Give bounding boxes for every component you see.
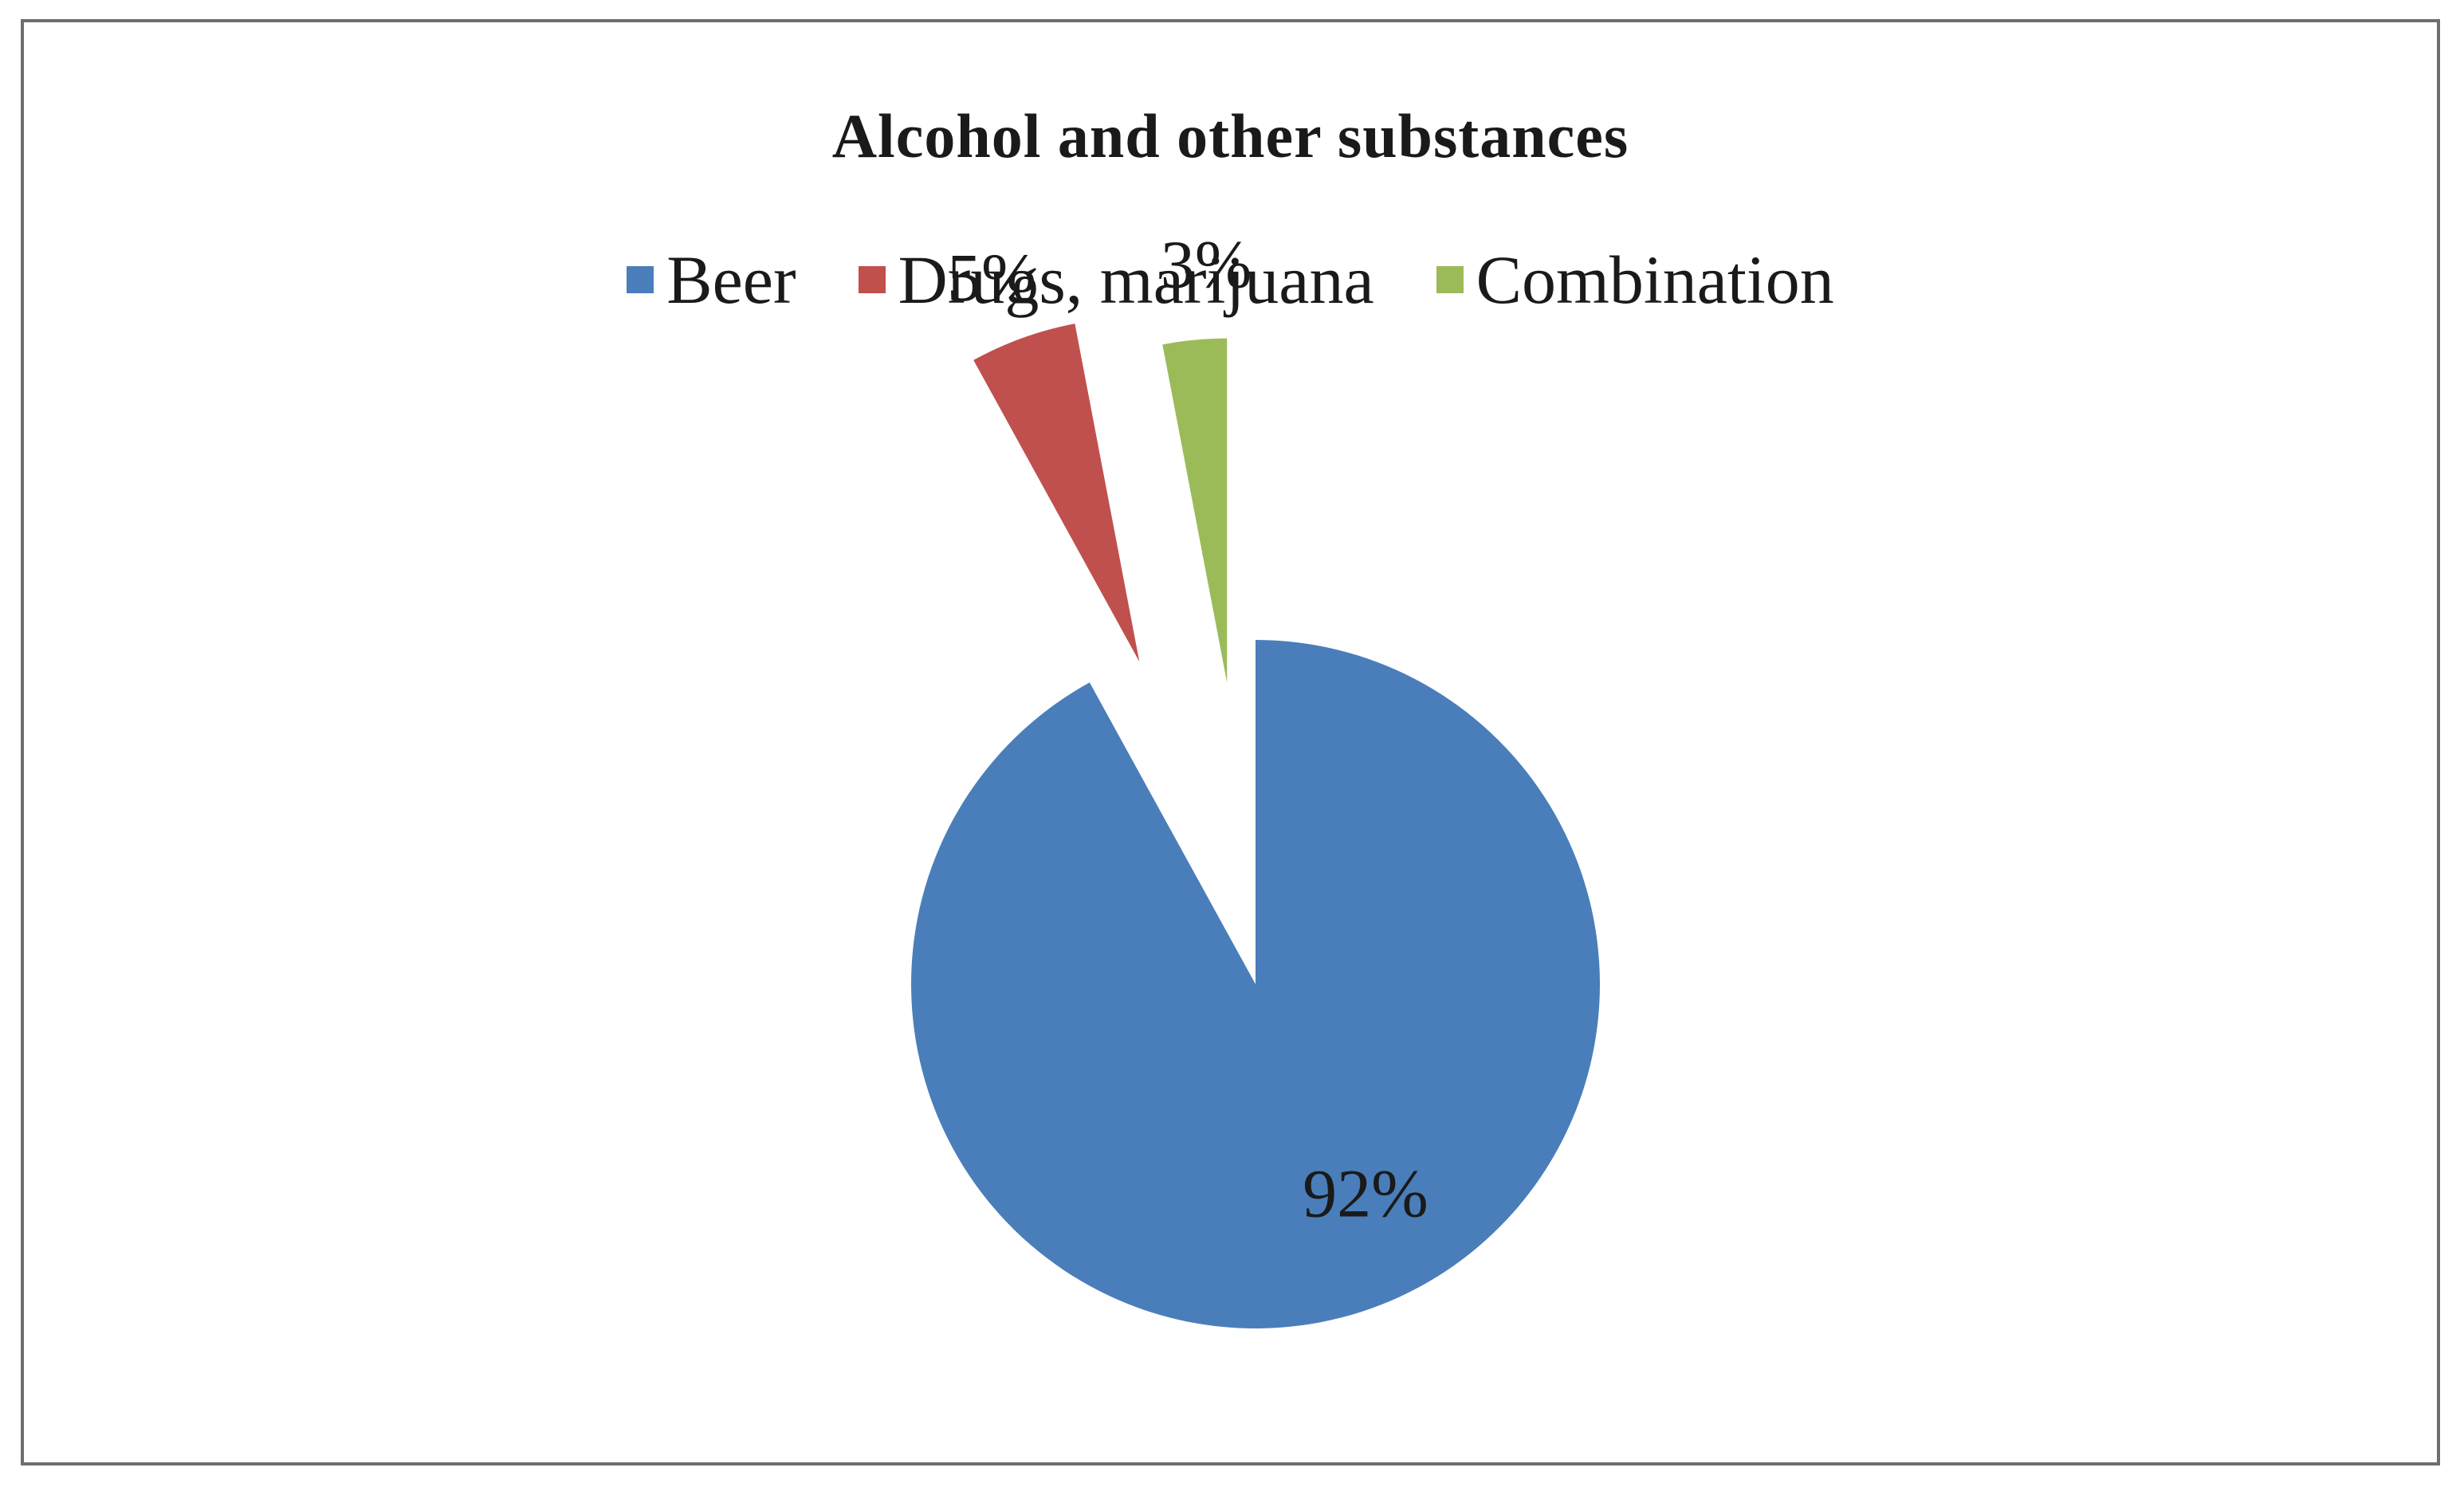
pie-slice-combination [1162,338,1228,683]
legend-swatch-drugs [858,266,886,293]
legend-item-combination: Combination [1436,245,1834,314]
chart-legend: Beer Drugs, marijuana Combination [24,245,2437,314]
legend-item-drugs: Drugs, marijuana [858,241,1374,318]
legend-swatch-beer [627,266,654,293]
pie-slice-drugs [973,324,1140,662]
pie-slice-beer [910,640,1600,1328]
legend-label-combination: Combination [1476,241,1834,318]
legend-label-beer: Beer [666,241,796,318]
pie-label-combination: 3% [1161,226,1252,303]
legend-label-drugs: Drugs, marijuana [898,241,1374,318]
pie-label-drugs: 5% [947,239,1039,316]
legend-swatch-combination [1436,266,1464,293]
chart-title: Alcohol and other substances [831,101,1629,171]
legend-item-beer: Beer [627,245,796,314]
pie-label-beer: 92% [1303,1156,1428,1232]
